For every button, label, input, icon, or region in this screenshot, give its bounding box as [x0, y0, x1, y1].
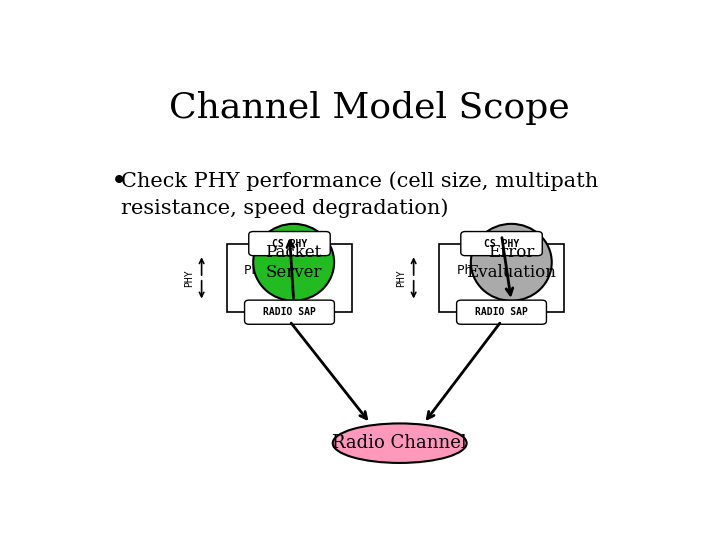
- Text: PHY: PHY: [184, 269, 194, 287]
- Text: Check PHY performance (cell size, multipath: Check PHY performance (cell size, multip…: [121, 171, 598, 191]
- Text: Physical Layer
(PHY): Physical Layer (PHY): [456, 264, 546, 292]
- Text: Channel Model Scope: Channel Model Scope: [168, 91, 570, 125]
- Text: RADIO SAP: RADIO SAP: [263, 307, 316, 317]
- Text: Error
Evaluation: Error Evaluation: [467, 244, 557, 281]
- Bar: [438, 244, 564, 312]
- Ellipse shape: [253, 224, 334, 301]
- FancyBboxPatch shape: [456, 300, 546, 324]
- FancyBboxPatch shape: [245, 300, 334, 324]
- Text: Radio Channel: Radio Channel: [333, 434, 467, 452]
- Ellipse shape: [333, 423, 467, 463]
- FancyBboxPatch shape: [248, 232, 330, 255]
- Text: CS PHY: CS PHY: [272, 239, 307, 248]
- Bar: [227, 244, 352, 312]
- Text: Physical Layer
(PHY): Physical Layer (PHY): [245, 264, 335, 292]
- Ellipse shape: [471, 224, 552, 301]
- Text: Packet
Server: Packet Server: [266, 244, 322, 281]
- Text: PHY: PHY: [397, 269, 406, 287]
- Text: •: •: [111, 167, 127, 195]
- Text: RADIO SAP: RADIO SAP: [475, 307, 528, 317]
- FancyBboxPatch shape: [461, 232, 542, 255]
- Text: resistance, speed degradation): resistance, speed degradation): [121, 198, 448, 218]
- Text: CS PHY: CS PHY: [484, 239, 519, 248]
